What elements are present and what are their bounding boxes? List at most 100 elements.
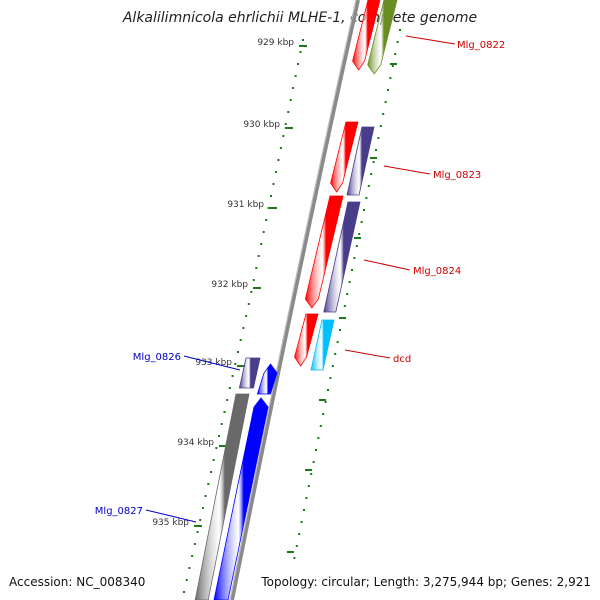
- tick-dot-left: [220, 423, 223, 425]
- tick-dot-right: [331, 365, 334, 367]
- tick-dot-right: [322, 413, 325, 415]
- tick-dot-right: [384, 101, 387, 103]
- tick-dot-right: [387, 89, 389, 91]
- genome-backbone-highlight: [229, 0, 357, 600]
- gene-mlg0826-blue[interactable]: [256, 363, 278, 395]
- tick-dot-right: [305, 497, 308, 499]
- gene-mlg0824-red[interactable]: [304, 195, 344, 309]
- tick-dot-left: [294, 75, 297, 77]
- tick-dot-right: [370, 173, 373, 175]
- tick-dot-left: [267, 207, 270, 209]
- tick-dot-right: [310, 473, 313, 475]
- tick-dot-right: [382, 113, 385, 115]
- tick-dot-left: [226, 399, 229, 401]
- gene-mlg0822-olive[interactable]: [367, 0, 398, 75]
- tick-dot-left: [265, 219, 268, 221]
- tick-label: 931 kbp: [227, 200, 264, 210]
- tick-dot-left: [201, 507, 204, 509]
- tick-dot-left: [210, 471, 212, 473]
- tick-dot-left: [277, 159, 280, 161]
- tick-dot-right: [334, 353, 337, 355]
- tick-dot-left: [191, 555, 194, 557]
- tick-dot-right: [355, 245, 358, 247]
- gene-label-leader: [363, 259, 411, 271]
- gene-label-leader: [183, 355, 241, 371]
- gene-label[interactable]: Mlg_0824: [413, 266, 461, 277]
- gene-mlg0822-red[interactable]: [352, 0, 381, 71]
- accession-text: Accession: NC_008340: [9, 575, 146, 589]
- tick-dot-left: [297, 63, 300, 65]
- gene-label[interactable]: Mlg_0822: [457, 40, 505, 51]
- tick-dot-right: [351, 269, 353, 271]
- tick-dot-left: [242, 327, 245, 329]
- tick-dot-left: [292, 87, 295, 89]
- gene-mlg0823-slate[interactable]: [346, 126, 375, 196]
- gene-label-leader: [383, 165, 431, 175]
- gene-dcd-red[interactable]: [294, 313, 319, 367]
- tick-dot-left: [250, 291, 253, 293]
- tick-dot-right: [363, 209, 365, 211]
- tick-dot-right: [348, 281, 351, 283]
- gene-dcd-cyan[interactable]: [310, 319, 335, 371]
- tick-dot-right: [324, 401, 327, 403]
- tick-dot-right: [317, 437, 320, 439]
- tick-dot-right: [360, 221, 363, 223]
- tick-dot-left: [272, 183, 275, 185]
- tick-label: 929 kbp: [257, 38, 294, 48]
- tick-label: 935 kbp: [152, 518, 189, 528]
- tick-dot-left: [204, 495, 207, 497]
- tick-dot-right: [346, 293, 349, 295]
- tick-dot-left: [289, 99, 292, 101]
- tick-dot-left: [237, 351, 239, 353]
- tick-dot-right: [307, 485, 310, 487]
- tick-dot-right: [375, 149, 377, 151]
- tick-dot-left: [193, 543, 196, 545]
- tick-dot-left: [262, 231, 265, 233]
- tick-dot-left: [287, 111, 290, 113]
- tick-dot-left: [279, 147, 282, 149]
- tick-dot-right: [327, 389, 329, 391]
- gene-label-leader: [405, 35, 456, 45]
- tick-dot-right: [343, 305, 346, 307]
- genome-backbone-line: [230, 0, 360, 600]
- gene-mlg0824-slate[interactable]: [323, 201, 361, 313]
- tick-dot-right: [339, 329, 341, 331]
- gene-mlg0823-red[interactable]: [330, 121, 359, 193]
- gene-mlg0827-gray[interactable]: [194, 393, 250, 600]
- tick-dot-right: [298, 533, 301, 535]
- tick-dot-left: [252, 279, 255, 281]
- gene-label[interactable]: dcd: [393, 354, 411, 365]
- tick-dot-right: [336, 341, 339, 343]
- tick-dot-right: [379, 125, 382, 127]
- tick-dot-left: [302, 39, 304, 41]
- tick-label: 932 kbp: [211, 280, 248, 290]
- tick-dot-right: [319, 425, 322, 427]
- tick-dot-left: [218, 435, 221, 437]
- tick-dot-left: [270, 195, 273, 197]
- gene-label[interactable]: Mlg_0826: [133, 352, 181, 363]
- tick-dot-left: [299, 51, 302, 53]
- tick-dot-left: [223, 411, 226, 413]
- tick-dot-left: [245, 315, 248, 317]
- tick-dot-right: [293, 557, 296, 559]
- tick-dot-right: [295, 545, 298, 547]
- gene-label[interactable]: Mlg_0823: [433, 170, 481, 181]
- tick-dot-right: [391, 65, 394, 67]
- gene-label[interactable]: Mlg_0827: [95, 506, 143, 517]
- tick-dot-left: [282, 135, 285, 137]
- tick-dot-right: [358, 233, 361, 235]
- tick-dot-right: [312, 461, 315, 463]
- topology-text: Topology: circular; Length: 3,275,944 bp…: [261, 575, 591, 589]
- tick-dot-right: [399, 29, 401, 31]
- tick-dot-left: [183, 591, 185, 593]
- tick-dot-left: [255, 267, 258, 269]
- tick-dot-left: [188, 567, 191, 569]
- tick-dot-right: [372, 161, 375, 163]
- gene-mlg0826-slate[interactable]: [238, 357, 261, 389]
- tick-dot-right: [377, 137, 380, 139]
- tick-label: 930 kbp: [243, 120, 280, 130]
- tick-dot-right: [396, 41, 399, 43]
- gene-mlg0827-blue[interactable]: [213, 397, 269, 600]
